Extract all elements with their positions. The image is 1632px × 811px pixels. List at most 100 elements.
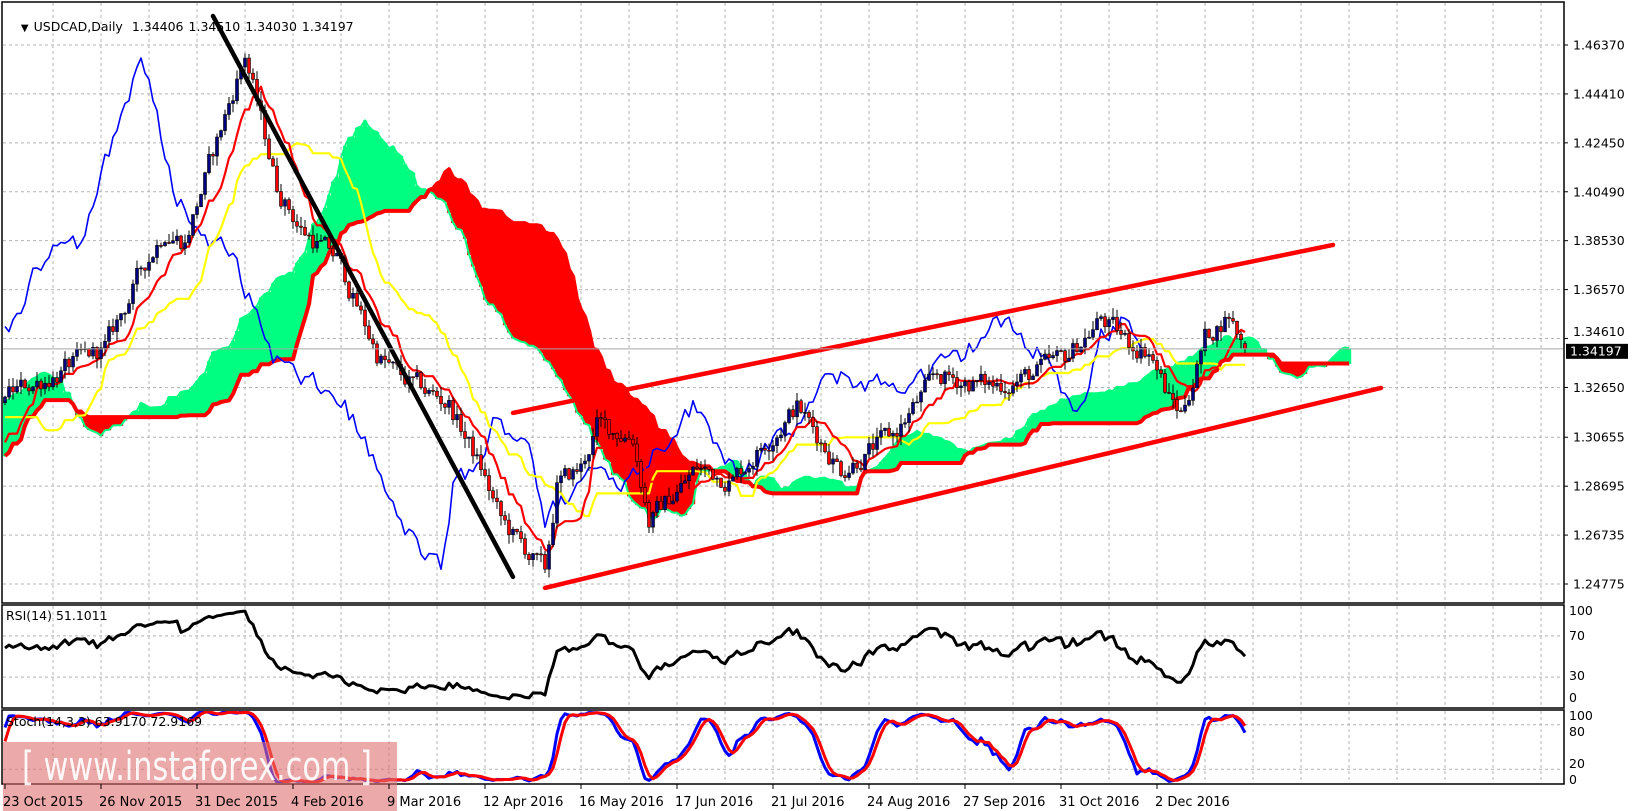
candle <box>803 402 807 421</box>
cloud-segment <box>887 453 892 472</box>
candle <box>383 348 387 369</box>
cloud-segment <box>691 462 696 505</box>
candle-body <box>855 462 859 469</box>
candle-body <box>535 553 539 555</box>
candle-body <box>1087 336 1091 339</box>
cloud-segment <box>15 392 20 445</box>
candle <box>11 378 15 400</box>
candle-body <box>871 443 875 450</box>
candle-body <box>195 206 199 215</box>
candle-body <box>51 377 55 388</box>
cloud-segment <box>395 152 400 212</box>
candle-body <box>307 234 311 237</box>
cloud-segment <box>1287 363 1292 375</box>
candle <box>75 342 79 362</box>
candle <box>207 146 211 175</box>
candle-body <box>1207 328 1211 338</box>
candle <box>331 243 335 262</box>
candle-body <box>715 477 719 480</box>
cloud-segment <box>631 399 636 502</box>
candle-body <box>751 466 755 469</box>
candle-body <box>971 380 975 392</box>
candle-body <box>759 447 763 451</box>
candle <box>735 466 739 480</box>
candle-body <box>423 387 427 394</box>
cloud-segment <box>895 441 900 470</box>
candle-body <box>447 399 451 408</box>
cloud-segment <box>259 297 264 365</box>
candle <box>1167 383 1171 395</box>
cloud-segment <box>795 480 800 494</box>
cloud-segment <box>263 293 268 365</box>
candle <box>823 440 827 454</box>
candle <box>411 376 415 386</box>
candle-body <box>323 236 327 241</box>
candle-body <box>655 500 659 513</box>
cloud-segment <box>271 283 276 363</box>
candle-body <box>987 381 991 385</box>
date-axis-label: 27 Sep 2016 <box>963 795 1045 810</box>
candle-body <box>187 235 191 244</box>
stoch-axis-label: 100 <box>1569 708 1593 723</box>
candle-body <box>1227 316 1231 319</box>
candle <box>431 384 435 396</box>
candle-body <box>1067 357 1071 362</box>
candle-body <box>95 347 99 359</box>
cloud-segment <box>1011 438 1016 446</box>
candle <box>643 482 647 506</box>
candle <box>835 454 839 462</box>
candle <box>627 430 631 440</box>
candle <box>795 392 799 426</box>
cloud-segment <box>335 176 340 247</box>
candle-body <box>779 434 783 439</box>
candle <box>287 197 291 214</box>
candle <box>523 533 527 559</box>
cloud-segment <box>939 438 944 464</box>
cloud-segment <box>59 378 64 401</box>
candle-body <box>531 553 535 561</box>
candle-body <box>35 380 39 388</box>
candle <box>771 440 775 461</box>
cloud-segment <box>1059 399 1064 424</box>
candle-body <box>479 454 483 470</box>
cloud-segment <box>103 417 108 431</box>
cloud-segment <box>527 225 532 347</box>
cloud-segment <box>763 476 768 493</box>
cloud-segment <box>787 487 792 494</box>
cloud-segment <box>503 217 508 326</box>
cloud-segment <box>331 181 336 248</box>
cloud-segment <box>439 181 444 200</box>
candle-body <box>27 387 31 392</box>
candle-body <box>1243 343 1247 350</box>
candle-body <box>235 78 239 101</box>
cloud-segment <box>419 189 424 198</box>
candles <box>3 53 1247 578</box>
candle <box>1127 328 1131 355</box>
candle <box>1007 389 1011 401</box>
candle-body <box>119 313 123 321</box>
stoch-label: Stoch(14,3,3) 63.9170 72.9169 <box>6 714 203 729</box>
candle-body <box>111 326 115 332</box>
triangle-down-icon[interactable]: ▼ <box>20 23 29 34</box>
stoch-plot <box>3 711 1247 783</box>
candle <box>1027 365 1031 389</box>
candle <box>1163 369 1167 394</box>
candle <box>1047 345 1051 364</box>
candle-body <box>19 379 23 387</box>
cloud-segment <box>891 446 896 471</box>
candle-body <box>483 469 487 476</box>
cloud-segment <box>1087 393 1092 424</box>
candle <box>899 414 903 446</box>
cloud-segment <box>443 172 448 203</box>
candle-body <box>131 283 135 304</box>
cloud-segment <box>579 309 584 417</box>
candle-body <box>275 165 279 192</box>
candle <box>615 432 619 447</box>
candle-body <box>1159 369 1163 374</box>
cloud-segment <box>219 348 224 403</box>
cloud-segment <box>1139 381 1144 423</box>
rsi-line <box>4 609 1247 701</box>
candle <box>15 379 19 394</box>
candle-body <box>151 257 155 263</box>
